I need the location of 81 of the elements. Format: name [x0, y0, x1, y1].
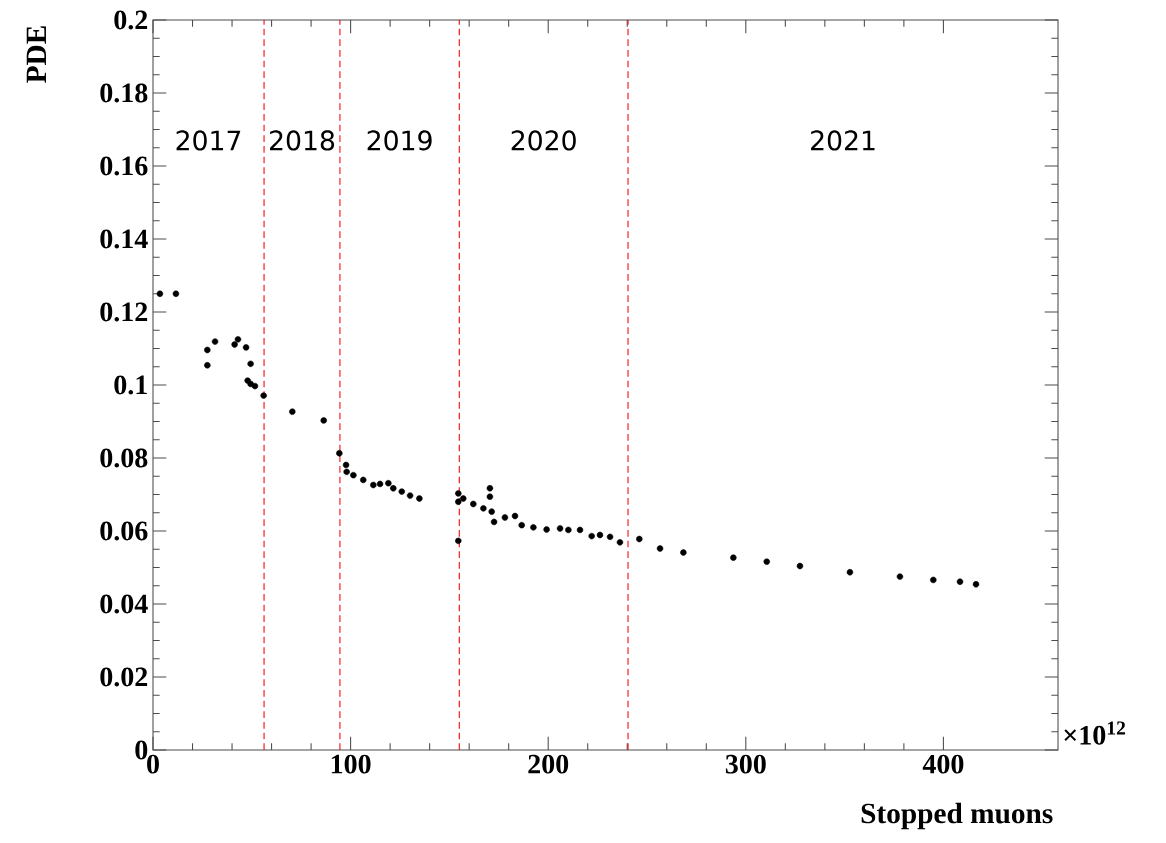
point [455, 490, 462, 497]
point [385, 479, 392, 487]
point [930, 576, 937, 584]
point [543, 526, 550, 533]
point [343, 468, 350, 476]
annotation: 2017 [176, 130, 241, 151]
point [480, 505, 487, 512]
point [896, 573, 904, 580]
point [234, 336, 242, 343]
point [247, 360, 254, 368]
point [416, 495, 423, 502]
y-axis-title: PDE [26, 26, 47, 83]
point [336, 450, 343, 457]
point [204, 362, 211, 369]
point [370, 481, 377, 489]
point [588, 532, 595, 540]
y-tick-label: 0.06 [100, 521, 148, 541]
point [680, 549, 687, 556]
point [360, 476, 367, 484]
text: ×10$^{12}$ [1064, 721, 1126, 745]
y-tick-label: 0.16 [100, 156, 148, 176]
point [211, 338, 219, 345]
x-axis-title: Stopped muons [861, 802, 1053, 830]
y-tick-label: 0.02 [100, 667, 148, 687]
point [556, 525, 564, 532]
point [460, 495, 467, 502]
point [796, 562, 804, 570]
y-tick-label: 0.12 [100, 302, 148, 322]
x-tick-label: 100 [331, 754, 371, 774]
y-tick-label: 0.04 [100, 594, 148, 614]
point [565, 526, 572, 534]
point [406, 492, 414, 499]
point [616, 539, 624, 546]
annotation: 2018 [270, 130, 335, 151]
point [156, 290, 164, 297]
point [390, 485, 397, 492]
y-tick-label: 0 [135, 740, 148, 760]
y-tick-label: 0.2 [114, 10, 148, 30]
point [376, 480, 384, 488]
point [350, 471, 357, 479]
point [242, 344, 250, 351]
point [289, 408, 296, 415]
point [596, 531, 604, 539]
point [490, 518, 498, 526]
x-tick-label: 400 [922, 754, 964, 774]
point [455, 537, 462, 545]
x-tick-label: 200 [528, 754, 569, 774]
point [251, 382, 259, 390]
point [231, 341, 238, 348]
point [398, 488, 405, 495]
point [636, 535, 643, 543]
y-tick-label: 0.18 [100, 83, 148, 103]
point [172, 290, 180, 297]
annotation: 2021 [811, 130, 875, 151]
point [486, 485, 494, 492]
point [763, 558, 770, 565]
point [455, 498, 462, 505]
point [606, 533, 614, 541]
point [511, 512, 519, 520]
point [342, 461, 350, 469]
x-tick-label: 300 [725, 754, 766, 774]
y-tick-label: 0.08 [100, 448, 148, 468]
point [260, 392, 267, 399]
point [501, 514, 509, 521]
point [956, 578, 964, 585]
point [972, 581, 980, 588]
point [846, 569, 854, 576]
point [656, 545, 664, 552]
point [488, 508, 495, 515]
point [576, 526, 584, 534]
annotation: 2019 [367, 130, 432, 151]
y-tick-label: 0.1 [114, 375, 147, 395]
point [518, 521, 525, 529]
point [530, 524, 537, 531]
annotation: 2020 [511, 130, 576, 151]
y-tick-label: 0.14 [100, 229, 148, 249]
point [730, 554, 737, 561]
point [486, 493, 494, 500]
point [204, 346, 211, 354]
point [320, 417, 327, 424]
point [470, 500, 477, 508]
